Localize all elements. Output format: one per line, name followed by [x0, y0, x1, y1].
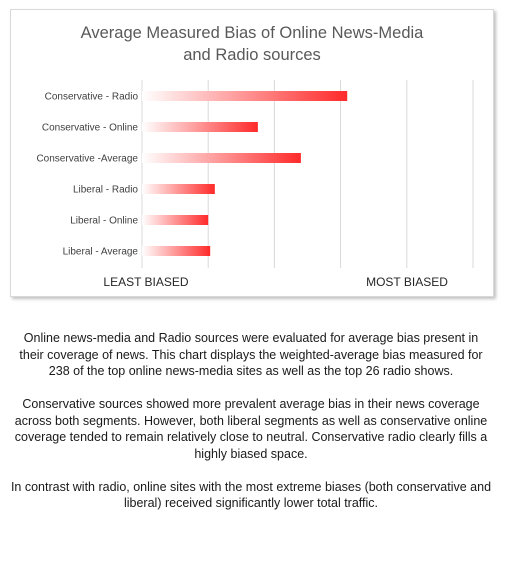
category-label: Liberal - Online [70, 216, 138, 227]
x-axis-label-least-biased: LEAST BIASED [103, 275, 188, 289]
category-label: Liberal - Average [63, 247, 139, 258]
caption-paragraph-1: Online news-media and Radio sources were… [19, 331, 483, 378]
caption-paragraph-2: Conservative sources showed more prevale… [14, 397, 488, 461]
bar-chart: Conservative - Radio Conservative - Onlin… [36, 80, 474, 289]
caption-paragraph-3: In contrast with radio, online sites wit… [10, 479, 492, 511]
category-label: Liberal - Radio [73, 185, 138, 196]
chart-title-line-1: Average Measured Bias of Online News-Med… [80, 24, 424, 42]
bar [142, 184, 215, 194]
bar [142, 122, 258, 132]
x-axis-label-most-biased: MOST BIASED [366, 275, 448, 289]
chart-card: Average Measured Bias of Online News-Med… [10, 9, 494, 297]
chart-title: Average Measured Bias of Online News-Med… [11, 22, 493, 66]
category-label: Conservative -Average [36, 154, 138, 165]
bar [142, 91, 348, 101]
bar [142, 246, 211, 256]
bar [142, 153, 301, 163]
bar [142, 215, 209, 225]
category-label: Conservative - Radio [45, 92, 139, 103]
chart-title-line-2: and Radio sources [183, 46, 321, 64]
chart-caption: Online news-media and Radio sources were… [10, 330, 492, 528]
category-label: Conservative - Online [42, 123, 139, 134]
